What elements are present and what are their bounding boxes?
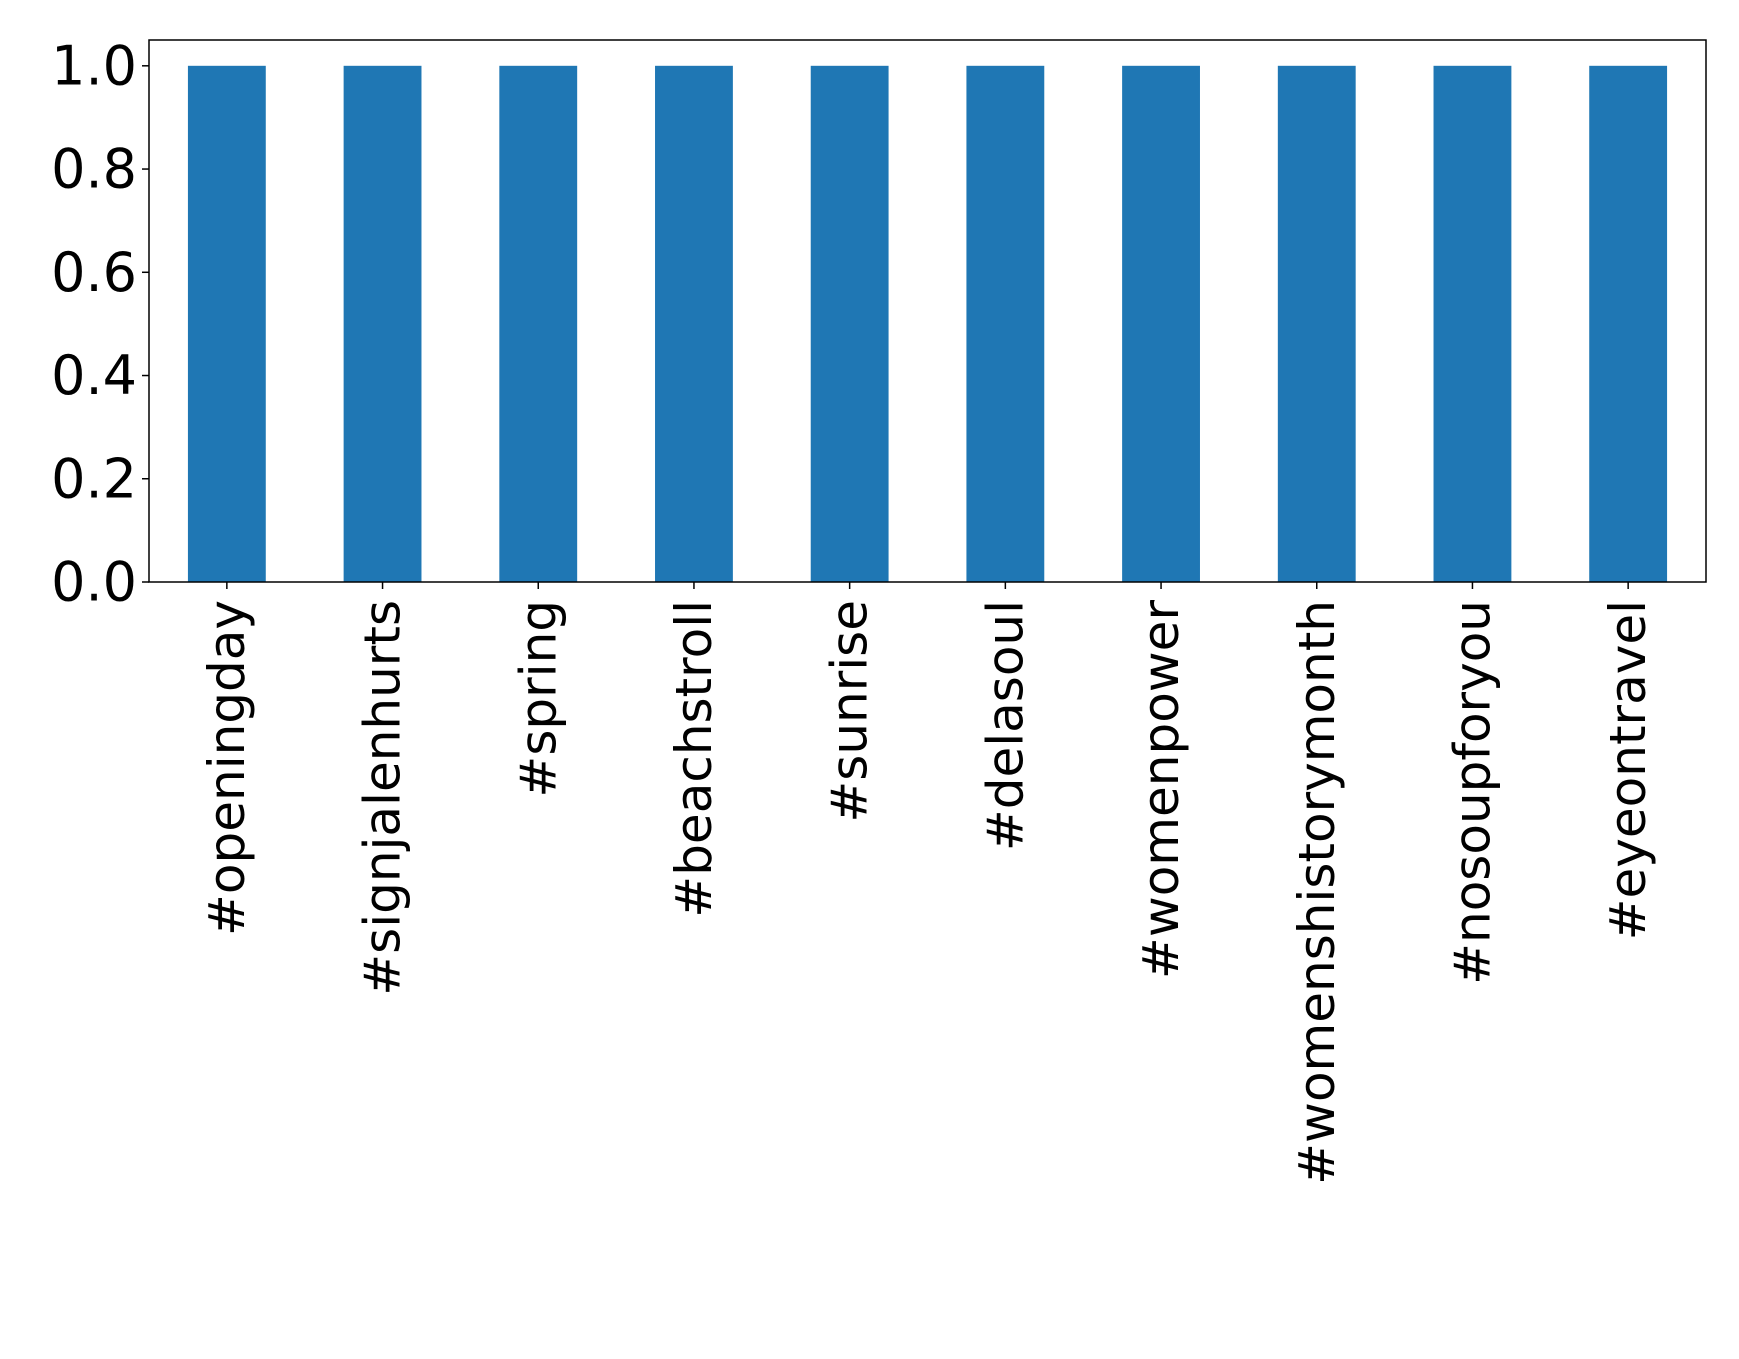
bar xyxy=(343,65,422,583)
x-tick-label: #signjalenhurts xyxy=(354,600,412,996)
x-tick-label: #eyeontravel xyxy=(1599,600,1657,940)
y-tick-label: 0.6 xyxy=(51,241,137,304)
y-tick-label: 0.8 xyxy=(51,138,137,201)
bar xyxy=(1277,65,1356,583)
y-axis: 0.0 0.2 0.4 0.6 0.8 1.0 xyxy=(51,34,149,614)
x-tick-label: #nosoupforyou xyxy=(1443,600,1501,985)
x-tick-label: #womenpower xyxy=(1132,600,1190,980)
bar xyxy=(187,65,266,583)
bars-group xyxy=(187,65,1668,583)
x-tick-label: #sunrise xyxy=(821,600,879,823)
x-tick-label: #beachstroll xyxy=(665,600,723,918)
x-axis: #openingday #signjalenhurts #spring #beachs… xyxy=(198,582,1657,1185)
bar xyxy=(1589,65,1668,583)
bar xyxy=(1433,65,1512,583)
bar xyxy=(810,65,889,583)
y-tick-label: 0.2 xyxy=(51,447,137,510)
bar xyxy=(499,65,578,583)
y-tick-label: 0.0 xyxy=(51,551,137,614)
bar xyxy=(1122,65,1200,583)
y-tick-label: 1.0 xyxy=(51,34,137,97)
x-tick-label: #openingday xyxy=(198,600,256,936)
plot-frame xyxy=(148,39,1707,583)
y-tick-label: 0.4 xyxy=(51,344,137,407)
bar xyxy=(966,65,1045,583)
x-tick-label: #spring xyxy=(509,600,567,798)
bar xyxy=(655,65,733,583)
x-tick-label: #womenshistorymonth xyxy=(1288,600,1346,1185)
x-tick-label: #delasoul xyxy=(976,600,1034,851)
